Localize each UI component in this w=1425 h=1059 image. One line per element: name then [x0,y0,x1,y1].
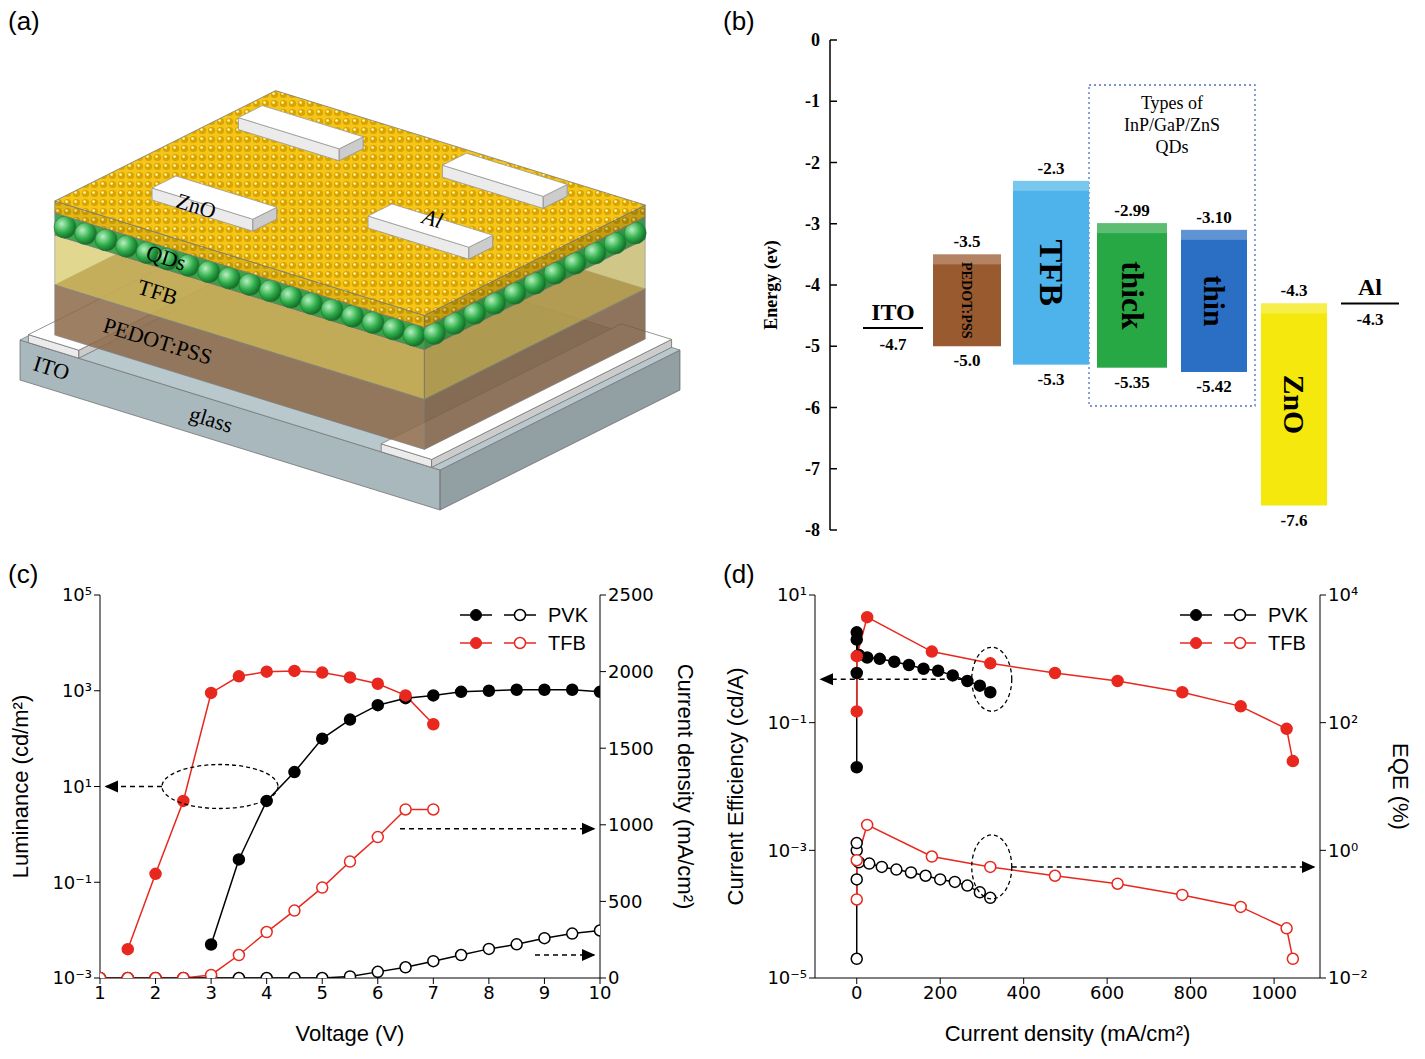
svg-text:10²: 10² [1328,712,1358,733]
svg-text:ZnO: ZnO [1278,375,1310,434]
svg-text:-4.7: -4.7 [880,335,907,354]
svg-text:10³: 10³ [62,680,92,701]
svg-text:-2.99: -2.99 [1114,201,1149,220]
svg-text:-5.3: -5.3 [1038,370,1065,389]
svg-text:(b): (b) [723,6,755,36]
svg-text:6: 6 [372,982,383,1003]
svg-text:Current Efficiency (cd/A): Current Efficiency (cd/A) [723,667,748,905]
svg-text:10¹: 10¹ [777,584,807,605]
svg-text:4: 4 [261,982,272,1003]
svg-text:-4.3: -4.3 [1281,281,1308,300]
svg-text:9: 9 [539,982,550,1003]
svg-text:EQE (%): EQE (%) [1388,743,1413,830]
svg-text:-5.35: -5.35 [1114,373,1149,392]
svg-text:ZnO: ZnO [173,188,219,224]
svg-text:-7: -7 [805,459,820,479]
svg-text:8: 8 [483,982,494,1003]
svg-text:Types of: Types of [1141,93,1203,113]
svg-text:-3: -3 [805,214,820,234]
svg-text:glass: glass [187,401,236,438]
svg-text:0: 0 [608,967,619,988]
svg-text:10⁻¹: 10⁻¹ [52,872,92,893]
html-text:PVK: PVK [1268,603,1308,626]
svg-text:Voltage (V): Voltage (V) [296,1021,405,1046]
svg-text:2000: 2000 [608,661,654,682]
svg-text:7: 7 [428,982,439,1003]
svg-text:thin: thin [1198,275,1230,327]
svg-text:-6: -6 [805,398,820,418]
svg-text:-1: -1 [805,91,820,111]
svg-text:10⁻²: 10⁻² [1328,967,1368,988]
svg-text:-3.5: -3.5 [954,232,981,251]
svg-text:1500: 1500 [608,738,654,759]
svg-text:2500: 2500 [608,584,654,605]
svg-text:200: 200 [923,982,957,1003]
html-text:TFB: TFB [548,631,586,654]
svg-text:-7.6: -7.6 [1281,511,1308,530]
svg-text:0: 0 [851,982,862,1003]
svg-text:10⁵: 10⁵ [62,584,92,605]
svg-text:1000: 1000 [1251,982,1297,1003]
svg-text:500: 500 [608,891,642,912]
svg-text:-3.10: -3.10 [1196,208,1231,227]
svg-text:10: 10 [588,981,612,1003]
svg-text:10⁻³: 10⁻³ [52,967,92,988]
html-text:PVK: PVK [548,603,588,626]
svg-text:3: 3 [205,982,216,1003]
svg-text:Al: Al [1358,274,1382,300]
svg-text:-5.42: -5.42 [1196,377,1231,396]
svg-text:InP/GaP/ZnS: InP/GaP/ZnS [1124,115,1220,135]
svg-text:800: 800 [1173,982,1207,1003]
svg-text:10⁻⁵: 10⁻⁵ [767,967,807,988]
svg-text:400: 400 [1006,982,1040,1003]
svg-text:10⁰: 10⁰ [1328,840,1358,861]
svg-text:(c): (c) [8,559,38,589]
svg-text:10¹: 10¹ [62,776,92,797]
svg-text:QDs: QDs [1155,137,1188,157]
svg-text:1: 1 [94,982,105,1003]
svg-text:0: 0 [811,30,820,50]
svg-text:-2: -2 [805,153,820,173]
svg-text:PEDOT:PSS: PEDOT:PSS [100,312,215,369]
svg-text:600: 600 [1090,982,1124,1003]
svg-text:ITO: ITO [871,299,915,325]
svg-text:-2.3: -2.3 [1038,159,1065,178]
svg-text:QDs: QDs [143,240,189,276]
svg-text:(a): (a) [8,6,40,36]
svg-text:PEDOT:PSS: PEDOT:PSS [959,262,975,339]
html-text:TFB: TFB [1268,631,1306,654]
svg-text:1000: 1000 [608,814,654,835]
svg-text:-8: -8 [805,520,820,540]
svg-text:-4.3: -4.3 [1357,310,1384,329]
svg-text:10⁴: 10⁴ [1328,584,1358,605]
svg-text:Al: Al [418,203,446,233]
svg-text:Current density (mA/cm²): Current density (mA/cm²) [945,1021,1191,1046]
svg-text:5: 5 [316,982,327,1003]
svg-text:thick: thick [1115,261,1150,330]
svg-text:(d): (d) [723,559,755,589]
svg-text:Energy (ev): Energy (ev) [761,240,782,329]
svg-text:10⁻³: 10⁻³ [767,840,807,861]
svg-text:TFB: TFB [135,274,181,310]
svg-text:10⁻¹: 10⁻¹ [767,712,807,733]
svg-text:-4: -4 [805,275,820,295]
svg-text:ITO: ITO [31,351,73,386]
svg-text:-5: -5 [805,336,820,356]
svg-text:2: 2 [150,982,161,1003]
svg-text:Current density (mA/cm²): Current density (mA/cm²) [673,664,698,910]
svg-text:-5.0: -5.0 [954,351,981,370]
svg-text:Luminance (cd/m²): Luminance (cd/m²) [8,695,33,878]
svg-text:TFB: TFB [1033,240,1070,307]
